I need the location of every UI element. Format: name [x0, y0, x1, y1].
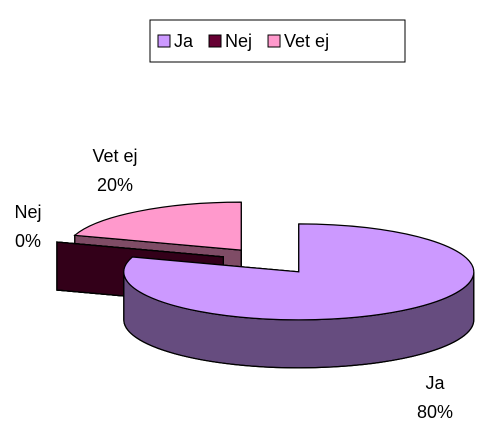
legend-label: Nej — [225, 31, 252, 51]
data-label-value: 80% — [417, 402, 453, 422]
data-label-category: Nej — [14, 202, 41, 222]
slice-top — [73, 201, 242, 251]
data-label-category: Vet ej — [92, 146, 137, 166]
data-label-value: 0% — [15, 231, 41, 251]
data-label-value: 20% — [97, 175, 133, 195]
data-label-category: Ja — [425, 373, 445, 393]
legend-swatch — [267, 34, 281, 48]
pie-slice — [123, 223, 475, 369]
legend-label: Ja — [174, 31, 194, 51]
legend-swatch — [208, 34, 222, 48]
legend-label: Vet ej — [284, 31, 329, 51]
legend-swatch — [157, 34, 171, 48]
slice-top — [123, 223, 475, 321]
